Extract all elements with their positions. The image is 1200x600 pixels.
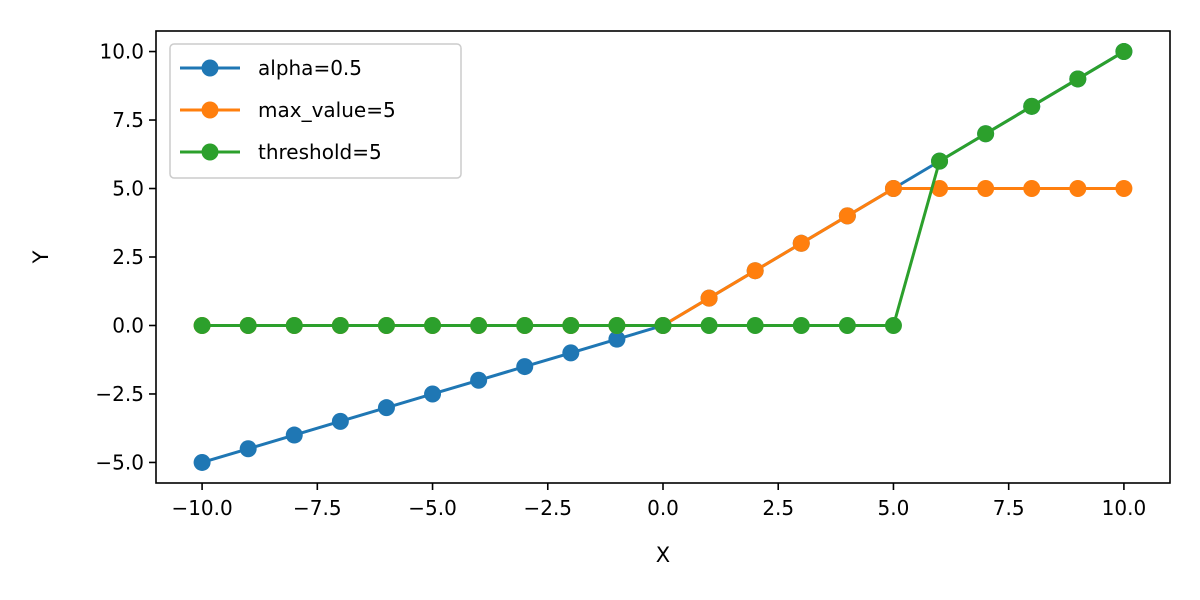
series-2 — [193, 43, 1133, 334]
x-tick-label: −7.5 — [293, 496, 342, 520]
data-point — [516, 316, 534, 334]
data-point — [285, 426, 303, 444]
data-point — [470, 371, 488, 389]
data-point — [377, 399, 395, 417]
data-point — [470, 316, 488, 334]
data-point — [792, 234, 810, 252]
data-point — [838, 207, 856, 225]
data-point — [884, 316, 902, 334]
legend-label: threshold=5 — [258, 140, 382, 164]
x-tick-label: 0.0 — [647, 496, 679, 520]
data-point — [1023, 180, 1041, 198]
data-point — [608, 316, 626, 334]
legend-box — [169, 43, 462, 179]
legend-marker — [201, 59, 219, 77]
legend-item: alpha=0.5 — [180, 56, 362, 80]
ticks-layer: −10.0 −7.5 −5.0 −2.5 0.0 2.5 5.0 7.5 10.0 −5.0 −2.… — [95, 40, 1146, 520]
legend-label: max_value=5 — [258, 98, 396, 122]
data-point — [884, 180, 902, 198]
data-point — [608, 330, 626, 348]
data-point — [1069, 180, 1087, 198]
data-point — [931, 152, 949, 170]
data-point — [838, 316, 856, 334]
data-point — [193, 453, 211, 471]
data-point — [331, 316, 349, 334]
y-axis-label: Y — [29, 250, 53, 264]
data-point — [931, 180, 949, 198]
legend-item: threshold=5 — [180, 140, 382, 164]
data-point — [285, 316, 303, 334]
data-point — [977, 125, 995, 143]
data-point — [1115, 43, 1133, 61]
data-point — [1069, 70, 1087, 88]
data-point — [377, 316, 395, 334]
x-tick-label: −5.0 — [408, 496, 457, 520]
x-axis-label: X — [656, 543, 670, 567]
data-point — [239, 440, 257, 458]
data-point — [424, 385, 442, 403]
y-tick-label: −5.0 — [95, 450, 144, 474]
data-point — [1023, 97, 1041, 115]
data-point — [977, 180, 995, 198]
x-tick-label: 5.0 — [878, 496, 910, 520]
data-point — [700, 316, 718, 334]
x-tick-label: −10.0 — [171, 496, 232, 520]
legend: alpha=0.5 max_value=5 threshold=5 — [169, 43, 462, 179]
x-tick-label: 2.5 — [762, 496, 794, 520]
x-tick-label: 10.0 — [1102, 496, 1147, 520]
legend-marker — [201, 101, 219, 119]
data-point — [792, 316, 810, 334]
data-point — [746, 262, 764, 280]
data-point — [193, 316, 211, 334]
y-tick-label: 10.0 — [99, 40, 144, 64]
data-point — [562, 344, 580, 362]
y-tick-label: 2.5 — [112, 245, 144, 269]
data-point — [239, 316, 257, 334]
data-point — [424, 316, 442, 334]
y-tick-label: −2.5 — [95, 382, 144, 406]
legend-item: max_value=5 — [180, 98, 396, 122]
y-tick-label: 5.0 — [112, 177, 144, 201]
y-tick-label: 0.0 — [112, 313, 144, 337]
x-tick-label: 7.5 — [993, 496, 1025, 520]
legend-label: alpha=0.5 — [258, 56, 362, 80]
data-point — [1115, 180, 1133, 198]
series-layer — [193, 43, 1133, 471]
data-point — [562, 316, 580, 334]
y-tick-label: 7.5 — [112, 108, 144, 132]
data-point — [331, 412, 349, 430]
x-tick-label: −2.5 — [523, 496, 572, 520]
data-point — [516, 358, 534, 376]
data-point — [746, 316, 764, 334]
legend-marker — [201, 143, 219, 161]
data-point — [654, 316, 672, 334]
data-point — [700, 289, 718, 307]
